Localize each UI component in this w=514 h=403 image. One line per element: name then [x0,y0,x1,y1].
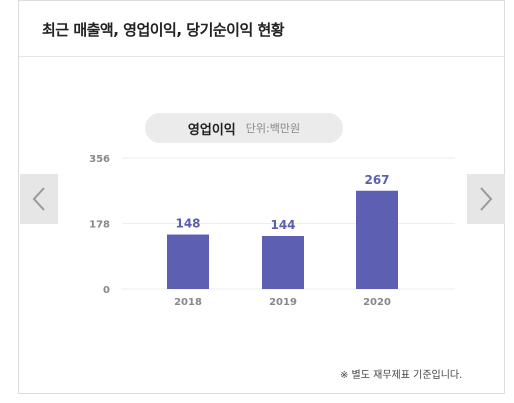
x-tick-label: 2018 [174,297,202,308]
bar [167,234,209,289]
footnote: ※ 별도 재무제표 기준입니다. [340,370,463,381]
chart-title: 영업이익 [187,122,236,138]
data-label: 148 [175,217,200,231]
y-tick-label: 178 [89,220,110,231]
panel-header: 최근 매출액, 영업이익, 당기순이익 현황 [19,1,504,57]
prev-button[interactable] [20,174,58,224]
chevron-left-icon [32,187,45,211]
data-label: 267 [364,173,389,187]
data-label: 144 [270,218,295,232]
y-tick-label: 0 [103,285,110,296]
chart-unit: 단위:백만원 [245,122,301,135]
chevron-right-icon [480,187,493,211]
chart-title-pill: 영업이익 단위:백만원 [145,113,343,143]
bar [356,190,398,289]
panel-title: 최근 매출액, 영업이익, 당기순이익 현황 [42,21,285,39]
chart-panel: 최근 매출액, 영업이익, 당기순이익 현황 [18,0,505,394]
y-tick-label: 356 [89,154,110,165]
x-tick-label: 2020 [363,297,391,308]
next-button[interactable] [467,174,505,224]
bar [262,236,304,289]
x-tick-label: 2019 [269,297,297,308]
